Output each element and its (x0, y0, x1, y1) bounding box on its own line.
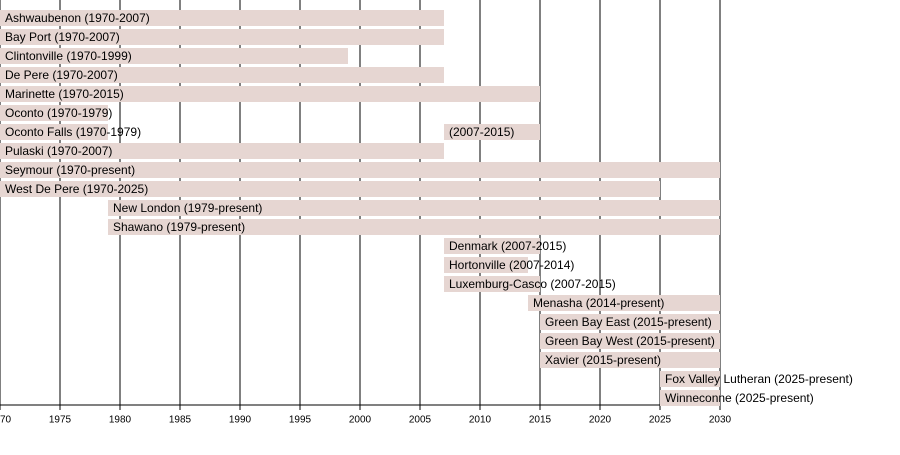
x-tick-label: 2010 (469, 415, 492, 426)
x-tick-label: 2000 (349, 415, 372, 426)
bar-label: De Pere (1970-2007) (5, 68, 118, 82)
bar-label: Luxemburg-Casco (2007-2015) (449, 277, 616, 291)
bar (108, 219, 720, 235)
bar (108, 200, 720, 216)
bar-label: Green Bay East (2015-present) (545, 315, 712, 329)
bar-label: Seymour (1970-present) (5, 163, 135, 177)
x-tick-label: 2015 (529, 415, 552, 426)
x-tick-label: 1995 (289, 415, 312, 426)
bar (444, 124, 540, 140)
bar (660, 390, 720, 406)
bar (0, 124, 108, 140)
bar-label: New London (1979-present) (113, 201, 262, 215)
x-tick-label: 1990 (229, 415, 252, 426)
bar-label: Clintonville (1970-1999) (5, 49, 132, 63)
bar (540, 352, 720, 368)
bar (444, 238, 540, 254)
bar-label: Bay Port (1970-2007) (5, 30, 120, 44)
x-tick-label: 2025 (649, 415, 672, 426)
bar-label: Shawano (1979-present) (113, 220, 245, 234)
x-tick-label: 2030 (709, 415, 732, 426)
bar-label: Pulaski (1970-2007) (5, 144, 112, 158)
bar-label: West De Pere (1970-2025) (5, 182, 148, 196)
bar-label: Hortonville (2007-2014) (449, 258, 574, 272)
bar (0, 67, 444, 83)
bar (0, 162, 720, 178)
bar (528, 295, 720, 311)
bar-label: (2007-2015) (449, 125, 514, 139)
bar (0, 181, 660, 197)
bar-label: Marinette (1970-2015) (5, 87, 124, 101)
bar-label: Menasha (2014-present) (533, 296, 664, 310)
bar-label: Oconto Falls (1970-1979) (5, 125, 141, 139)
bar-label: Oconto (1970-1979) (5, 106, 112, 120)
bar (0, 29, 444, 45)
bar-label: Ashwaubenon (1970-2007) (5, 11, 150, 25)
bar (0, 10, 444, 26)
x-tick-label: 1980 (109, 415, 132, 426)
bar (0, 105, 108, 121)
bar (0, 48, 348, 64)
bar (444, 257, 528, 273)
x-tick-label: 1985 (169, 415, 192, 426)
bar (0, 86, 540, 102)
bar-label: Xavier (2015-present) (545, 353, 661, 367)
bar (444, 276, 540, 292)
bar-label: Fox Valley Lutheran (2025-present) (665, 372, 853, 386)
x-tick-label: 2005 (409, 415, 432, 426)
bar (540, 314, 720, 330)
bar-label: Winneconne (2025-present) (665, 391, 814, 405)
bar (660, 371, 720, 387)
bar-label: Denmark (2007-2015) (449, 239, 566, 253)
bar (540, 333, 720, 349)
x-tick-label: 1975 (49, 415, 72, 426)
bar (0, 143, 444, 159)
bar-label: Green Bay West (2015-present) (545, 334, 715, 348)
x-tick-label: 2020 (589, 415, 612, 426)
x-tick-label: 1970 (0, 415, 12, 426)
